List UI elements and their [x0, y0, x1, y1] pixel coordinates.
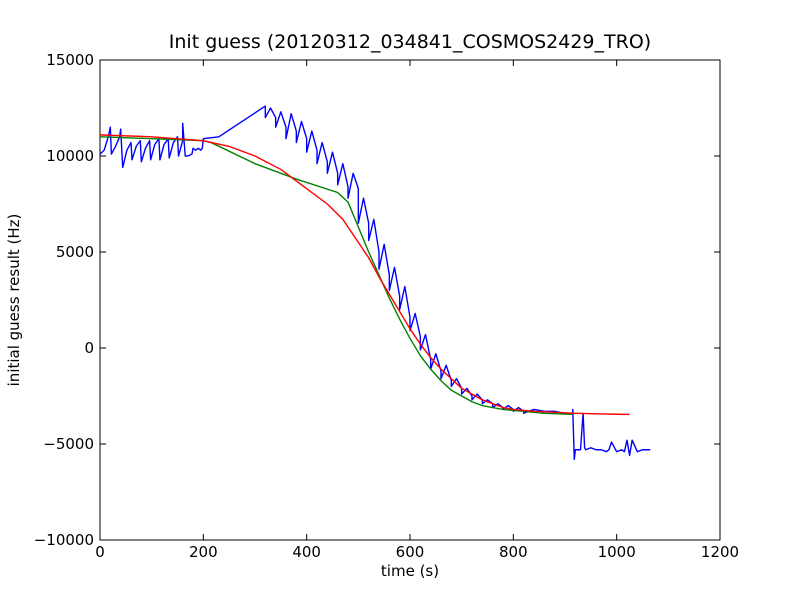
x-tick-label: 400 [292, 543, 321, 561]
x-tick-label: 0 [95, 543, 105, 561]
y-tick-label: 10000 [46, 147, 94, 165]
x-tick-label: 1200 [701, 543, 739, 561]
y-axis-label: initial guess result (Hz) [5, 214, 23, 387]
x-axis-ticks: 0 200 400 600 800 1000 1200 [95, 60, 739, 561]
y-tick-label: 5000 [56, 243, 94, 261]
y-tick-label: 15000 [46, 51, 94, 69]
x-tick-label: 800 [499, 543, 528, 561]
y-tick-label: −10000 [34, 531, 94, 549]
x-tick-label: 1000 [598, 543, 636, 561]
chart-title: Init guess (20120312_034841_COSMOS2429_T… [169, 31, 651, 53]
series-layer [99, 105, 651, 461]
y-tick-label: −5000 [43, 435, 94, 453]
series-line-3 [99, 134, 630, 416]
y-axis-ticks: −10000 −5000 0 5000 10000 15000 [34, 51, 720, 549]
plot-area: 0 200 400 600 800 1000 1200 −10000 −5000 0 5000 10… [34, 51, 739, 561]
y-tick-label: 0 [84, 339, 94, 357]
x-axis-label: time (s) [381, 562, 439, 580]
x-tick-label: 200 [189, 543, 218, 561]
x-tick-label: 600 [396, 543, 425, 561]
